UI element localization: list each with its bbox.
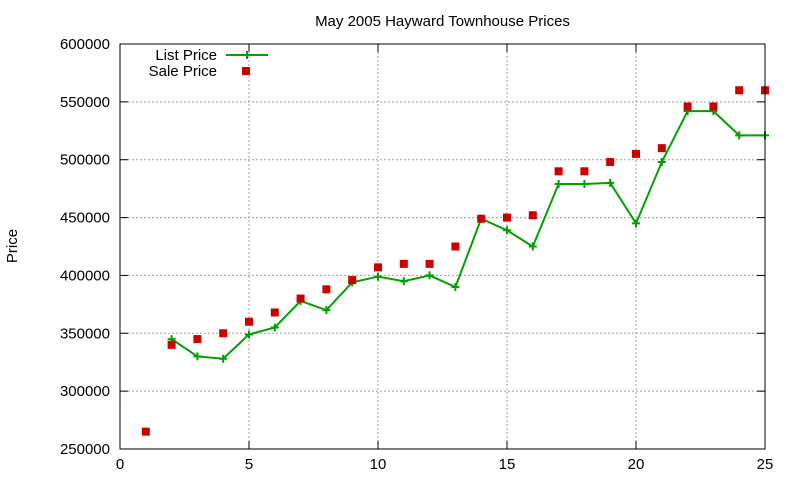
sale-price-point <box>709 102 718 111</box>
sale-price-point <box>270 308 279 317</box>
sale-price-point <box>606 158 615 167</box>
axis-ticks: 250000 300000 350000 400000 450000 500000 5500… <box>60 36 773 473</box>
x-tick-label: 15 <box>499 456 516 473</box>
x-tick-label: 20 <box>628 456 645 473</box>
sale-price-point <box>141 427 150 436</box>
list-price-point <box>554 180 563 189</box>
list-price-point <box>245 330 253 339</box>
legend-square-marker <box>242 67 250 75</box>
y-tick-label: 450000 <box>60 210 110 227</box>
y-tick-label: 300000 <box>60 383 110 400</box>
series-sale-price <box>141 86 769 436</box>
sale-price-point <box>477 214 486 223</box>
sale-price-point <box>399 259 408 268</box>
sale-price-point <box>296 294 305 303</box>
list-price-point <box>193 352 202 361</box>
y-tick-label: 550000 <box>60 94 110 111</box>
legend-label-list-price: List Price <box>155 47 217 64</box>
legend-label-sale-price: Sale Price <box>149 63 217 80</box>
sale-price-point <box>657 144 666 153</box>
list-price-point <box>425 271 434 280</box>
sale-price-point <box>167 340 176 349</box>
list-price-point <box>632 219 640 228</box>
sale-price-point <box>348 276 357 285</box>
sale-price-point <box>245 317 253 326</box>
list-price-point <box>399 277 408 286</box>
sale-price-point <box>683 102 692 111</box>
legend: List Price Sale Price <box>149 47 268 80</box>
y-tick-label: 500000 <box>60 152 110 169</box>
list-price-point <box>528 242 537 251</box>
y-tick-label: 400000 <box>60 267 110 284</box>
sale-price-point <box>425 259 434 268</box>
grid-lines <box>120 44 765 449</box>
list-price-point <box>451 283 460 291</box>
sale-price-point <box>193 335 202 344</box>
legend-plus-marker <box>243 51 251 59</box>
sale-price-point <box>219 329 228 338</box>
sale-price-point <box>632 149 640 158</box>
y-tick-label: 250000 <box>60 441 110 458</box>
y-tick-label: 350000 <box>60 325 110 342</box>
x-tick-label: 0 <box>116 456 124 473</box>
plot-frame <box>119 43 766 450</box>
sale-price-point <box>735 86 744 95</box>
list-price-point <box>735 131 744 140</box>
sale-price-point <box>503 213 511 222</box>
sale-price-point <box>528 211 537 220</box>
list-price-point <box>580 180 589 189</box>
chart-title: May 2005 Hayward Townhouse Prices <box>315 13 570 30</box>
series-list-price <box>167 107 769 363</box>
list-price-point <box>606 178 615 187</box>
list-price-point <box>503 226 511 235</box>
sale-price-point <box>580 167 589 176</box>
y-axis-label: Price <box>4 229 21 263</box>
sale-price-point <box>451 242 460 251</box>
sale-price-point <box>374 263 382 272</box>
data-series <box>141 86 769 436</box>
list-price-point <box>270 323 279 332</box>
list-price-point <box>219 354 228 363</box>
x-tick-label: 25 <box>757 456 774 473</box>
x-tick-label: 10 <box>370 456 387 473</box>
list-price-point <box>374 272 382 281</box>
list-price-point <box>657 158 666 167</box>
x-tick-label: 5 <box>245 456 253 473</box>
list-price-line <box>171 110 765 360</box>
sale-price-point <box>322 285 331 294</box>
list-price-point <box>322 306 331 315</box>
y-tick-label: 600000 <box>60 36 110 53</box>
sale-price-point <box>554 167 563 176</box>
